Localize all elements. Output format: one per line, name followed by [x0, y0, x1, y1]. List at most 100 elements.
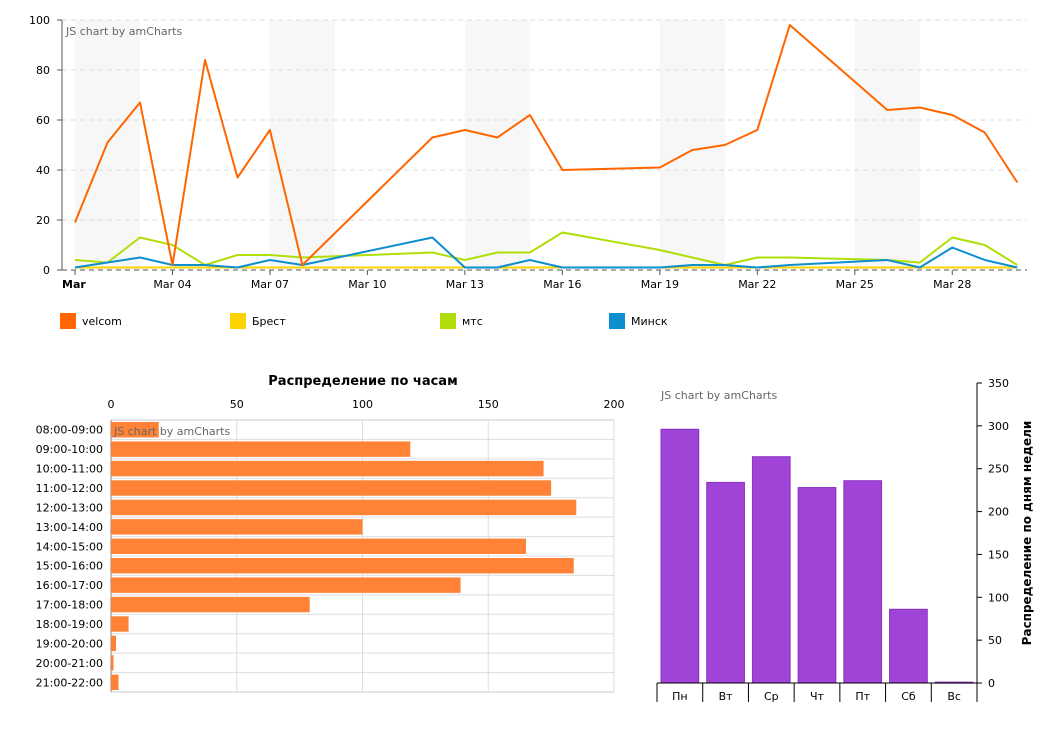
hour-bar [111, 422, 159, 438]
legend-item-minsk[interactable]: Минск [609, 312, 668, 330]
y-tick-label: 250 [988, 463, 1009, 476]
x-tick-label: Mar 22 [738, 278, 776, 291]
x-tick-label: 50 [230, 398, 244, 411]
weekday-chart-ylabel: Распределение по дням недели [1020, 421, 1034, 646]
hour-label: 08:00-09:00 [36, 424, 103, 437]
x-tick-label: Пн [672, 690, 687, 703]
chart-credit[interactable]: JS chart by amCharts [65, 25, 182, 38]
y-tick-label: 150 [988, 548, 1009, 561]
x-tick-label: Mar [62, 278, 86, 291]
hour-label: 17:00-18:00 [36, 599, 103, 612]
x-tick-label: Mar 07 [251, 278, 289, 291]
legend-swatch [230, 313, 246, 329]
x-tick-label: Чт [810, 690, 825, 703]
hour-label: 10:00-11:00 [36, 463, 103, 476]
weekend-bands [74, 20, 920, 270]
weekday-chart-bars [660, 428, 974, 684]
x-tick-label: Ср [764, 690, 779, 703]
chart-credit[interactable]: JS chart by amCharts [660, 389, 777, 402]
y-tick-label: 80 [36, 64, 50, 77]
y-tick-label: 20 [36, 214, 50, 227]
hour-bar [111, 538, 526, 554]
x-tick-label: Вт [719, 690, 734, 703]
legend-label: velcom [82, 314, 122, 328]
x-tick-label: Mar 13 [446, 278, 484, 291]
series-line-3 [74, 231, 1018, 266]
hours-chart-title: Распределение по часам [268, 374, 457, 389]
legend-label: мтс [462, 314, 483, 328]
hour-bar [111, 460, 544, 477]
y-tick-label: 0 [43, 264, 50, 277]
hours-chart-labels: 08:00-09:00 09:00-10:00 10:00-11:00 11:00-1… [36, 424, 103, 690]
hour-label: 16:00-17:00 [36, 579, 103, 592]
line-chart-gridlines [62, 19, 1027, 221]
weekday-bar [706, 481, 745, 684]
hour-bar [111, 635, 117, 652]
x-tick-label: Вс [947, 690, 961, 703]
x-tick-label: Mar 10 [348, 278, 386, 291]
y-tick-label: 100 [988, 591, 1009, 604]
weekday-chart-axes: 0 50 100 150 200 250 300 350 Пн Вт Ср Чт Пт Сб Вс [656, 377, 1009, 703]
weekday-bar [797, 487, 837, 684]
hours-bar-chart: Распределение по часам 0 50 100 150 200 08:0… [36, 374, 625, 693]
legend-item-velcom[interactable]: velcom [60, 312, 122, 330]
hour-bar [111, 499, 577, 516]
hour-label: 11:00-12:00 [36, 482, 103, 495]
hour-label: 12:00-13:00 [36, 501, 103, 514]
series-line-1 [74, 24, 1019, 266]
line-chart-axes: 0 20 40 60 80 100 Mar Mar 04 Mar 07 Mar 10 Mar 13 M… [29, 14, 1027, 291]
x-tick-label: Mar 19 [641, 278, 679, 291]
x-tick-label: Пт [855, 690, 870, 703]
weekend-band [659, 20, 725, 270]
legend-label: Минск [631, 314, 668, 328]
legend-swatch [440, 313, 456, 329]
y-tick-label: 40 [36, 164, 50, 177]
hour-label: 09:00-10:00 [36, 443, 103, 456]
legend-swatch [609, 313, 625, 329]
weekend-band [854, 20, 920, 270]
legend-item-mts[interactable]: мтс [440, 312, 483, 330]
series-line-4 [74, 236, 1018, 269]
hour-label: 21:00-22:00 [36, 676, 103, 689]
hour-bar [111, 519, 363, 535]
x-tick-label: 100 [352, 398, 373, 411]
y-tick-label: 100 [29, 14, 50, 27]
hour-bar [111, 674, 119, 690]
weekday-bar [660, 428, 700, 684]
x-tick-label: Mar 28 [933, 278, 971, 291]
hour-label: 18:00-19:00 [36, 618, 103, 631]
weekday-bar [751, 456, 791, 684]
hour-label: 19:00-20:00 [36, 637, 103, 650]
hour-bar [111, 616, 129, 632]
legend-label: Брест [252, 314, 286, 328]
hour-bar [111, 441, 411, 457]
hour-label: 13:00-14:00 [36, 521, 103, 534]
weekday-bar [934, 681, 974, 684]
y-tick-label: 350 [988, 377, 1009, 390]
x-tick-label: 200 [604, 398, 625, 411]
x-tick-label: Mar 04 [153, 278, 191, 291]
y-tick-label: 200 [988, 506, 1009, 519]
x-tick-label: Mar 25 [836, 278, 874, 291]
hour-label: 14:00-15:00 [36, 540, 103, 553]
x-tick-label: 150 [478, 398, 499, 411]
hours-chart-bars [111, 422, 577, 690]
weekday-bar [889, 608, 928, 684]
weekend-band [464, 20, 530, 270]
x-tick-label: Сб [901, 690, 916, 703]
hours-chart-grid: 0 50 100 150 200 [108, 398, 625, 693]
y-tick-label: 0 [988, 677, 995, 690]
x-tick-label: 0 [108, 398, 115, 411]
hour-bar [111, 480, 552, 496]
hour-bar [111, 596, 310, 613]
chart-credit[interactable]: JS chart by amCharts [113, 425, 230, 438]
line-chart: 0 20 40 60 80 100 Mar Mar 04 Mar 07 Mar 10 Mar 13 M… [29, 14, 1027, 291]
hour-bar [111, 558, 574, 574]
hour-bar [111, 655, 114, 671]
legend-item-brest[interactable]: Брест [230, 312, 286, 330]
y-tick-label: 50 [988, 634, 1002, 647]
y-tick-label: 60 [36, 114, 50, 127]
legend-swatch [60, 313, 76, 329]
x-tick-label: Mar 16 [543, 278, 581, 291]
hour-bar [111, 577, 461, 593]
